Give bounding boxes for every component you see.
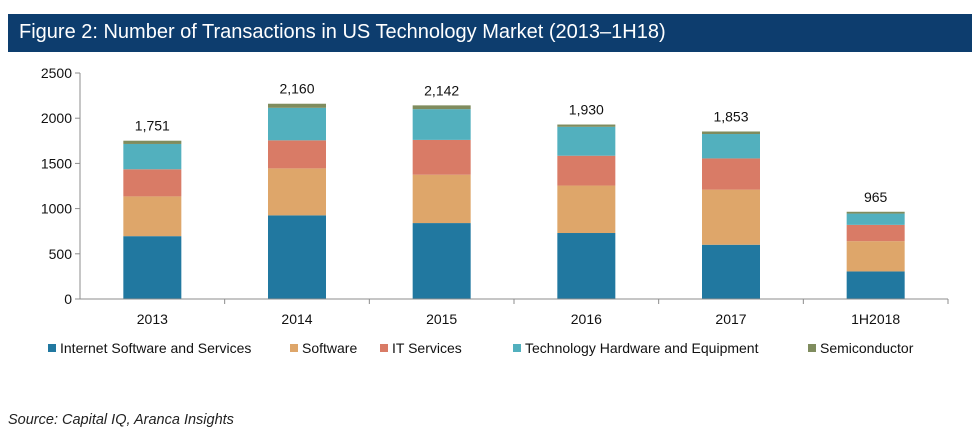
- source-note: Source: Capital IQ, Aranca Insights: [8, 412, 234, 428]
- bar-2015-semiconductor: [412, 105, 471, 110]
- x-tick-label-2015: 2015: [426, 311, 457, 327]
- bar-2016-software: [557, 185, 616, 234]
- total-label-2016: 1,930: [569, 102, 604, 118]
- legend-swatch-software: [290, 344, 298, 352]
- y-tick-label-1: 500: [49, 246, 73, 262]
- bar-2015-internet-software-and-services: [412, 223, 471, 299]
- bar-1H2018-it-services: [846, 224, 905, 242]
- total-label-2013: 1,751: [135, 118, 170, 134]
- total-label-1H2018: 965: [864, 189, 888, 205]
- bar-2016-internet-software-and-services: [557, 233, 616, 299]
- y-tick-label-2: 1000: [41, 201, 72, 217]
- total-label-2017: 1,853: [713, 108, 748, 124]
- bar-2014-software: [268, 168, 326, 216]
- y-tick-label-3: 1500: [41, 155, 72, 171]
- bar-1H2018-semiconductor: [846, 211, 905, 214]
- bar-2014-semiconductor: [268, 103, 326, 108]
- bar-1H2018-software: [846, 241, 905, 272]
- x-tick-label-2014: 2014: [281, 311, 312, 327]
- x-tick-label-2017: 2017: [715, 311, 746, 327]
- legend-swatch-it-services: [380, 344, 388, 352]
- bar-2017-technology-hardware-and-equipment: [702, 134, 760, 159]
- bar-2014-internet-software-and-services: [268, 215, 326, 299]
- bar-2015-it-services: [412, 139, 471, 175]
- legend-label-internet-software-and-services: Internet Software and Services: [60, 340, 251, 356]
- bar-2016-technology-hardware-and-equipment: [557, 126, 616, 156]
- legend-swatch-internet-software-and-services: [48, 344, 56, 352]
- chart-title: Figure 2: Number of Transactions in US T…: [19, 21, 666, 43]
- y-tick-label-5: 2500: [41, 65, 72, 81]
- bar-2015-technology-hardware-and-equipment: [412, 109, 471, 140]
- legend-swatch-technology-hardware-and-equipment: [513, 344, 521, 352]
- bar-2013-technology-hardware-and-equipment: [123, 143, 182, 170]
- bar-2015-software: [412, 174, 471, 224]
- legend-label-semiconductor: Semiconductor: [820, 340, 914, 356]
- total-label-2015: 2,142: [424, 82, 459, 98]
- bar-2013-semiconductor: [123, 140, 182, 144]
- bar-2013-it-services: [123, 169, 182, 197]
- x-tick-label-2013: 2013: [137, 311, 168, 327]
- bar-2014-technology-hardware-and-equipment: [268, 107, 326, 141]
- legend-label-it-services: IT Services: [392, 340, 462, 356]
- legend-label-technology-hardware-and-equipment: Technology Hardware and Equipment: [525, 340, 759, 356]
- bar-2017-it-services: [702, 158, 760, 190]
- bar-2016-it-services: [557, 155, 616, 186]
- stacked-bar-chart: 0 500 1000 1500 2000 2500 1,751 2013 2,160 2014 2,…: [41, 65, 949, 356]
- total-label-2014: 2,160: [279, 81, 314, 97]
- legend-label-software: Software: [302, 340, 357, 356]
- x-tick-label-2016: 2016: [571, 311, 602, 327]
- bar-2013-internet-software-and-services: [123, 236, 182, 299]
- x-tick-label-1H2018: 1H2018: [851, 311, 900, 327]
- bar-2017-internet-software-and-services: [702, 244, 760, 299]
- bar-2013-software: [123, 196, 182, 237]
- legend-swatch-semiconductor: [808, 344, 816, 352]
- bar-1H2018-internet-software-and-services: [846, 271, 905, 299]
- bar-2016-semiconductor: [557, 124, 616, 127]
- bar-1H2018-technology-hardware-and-equipment: [846, 213, 905, 225]
- y-tick-label-4: 2000: [41, 110, 72, 126]
- bar-2017-software: [702, 189, 760, 245]
- figure-title-bar: Figure 2: Number of Transactions in US T…: [8, 14, 972, 52]
- bar-2017-semiconductor: [702, 131, 760, 135]
- bar-2014-it-services: [268, 140, 326, 169]
- y-tick-label-0: 0: [64, 291, 72, 307]
